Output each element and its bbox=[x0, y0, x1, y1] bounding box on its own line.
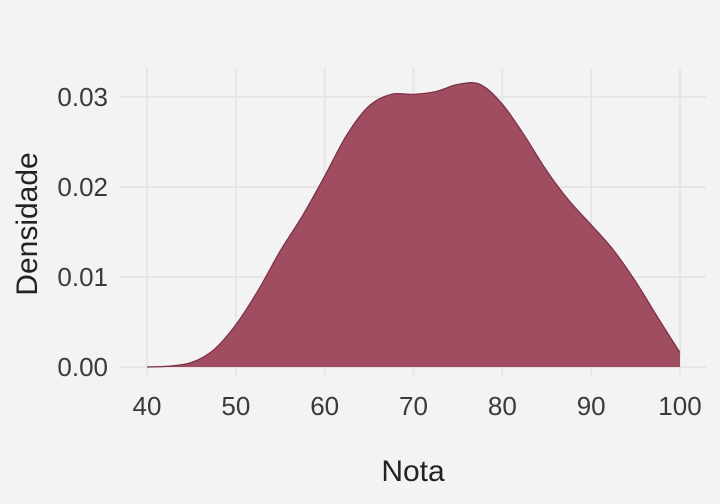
density-area bbox=[147, 82, 680, 368]
x-axis-title: Nota bbox=[381, 455, 445, 488]
x-tick-label: 50 bbox=[221, 391, 250, 421]
x-tick-label: 80 bbox=[488, 391, 517, 421]
x-tick-label: 90 bbox=[577, 391, 606, 421]
x-tick-label: 100 bbox=[658, 391, 701, 421]
y-tick-label: 0.00 bbox=[57, 352, 108, 382]
x-tick-label: 70 bbox=[399, 391, 428, 421]
y-tick-label: 0.03 bbox=[57, 82, 108, 112]
y-axis-ticks: 0.00 0.01 0.02 0.03 bbox=[57, 82, 108, 382]
x-axis-ticks: 40 50 60 70 80 90 100 bbox=[133, 391, 702, 421]
density-line bbox=[146, 82, 681, 368]
y-tick-label: 0.01 bbox=[57, 262, 108, 292]
x-tick-label: 40 bbox=[133, 391, 162, 421]
y-axis-title: Densidade bbox=[11, 152, 44, 295]
y-tick-label: 0.02 bbox=[57, 172, 108, 202]
density-area-layer bbox=[146, 82, 681, 368]
x-tick-label: 60 bbox=[310, 391, 339, 421]
